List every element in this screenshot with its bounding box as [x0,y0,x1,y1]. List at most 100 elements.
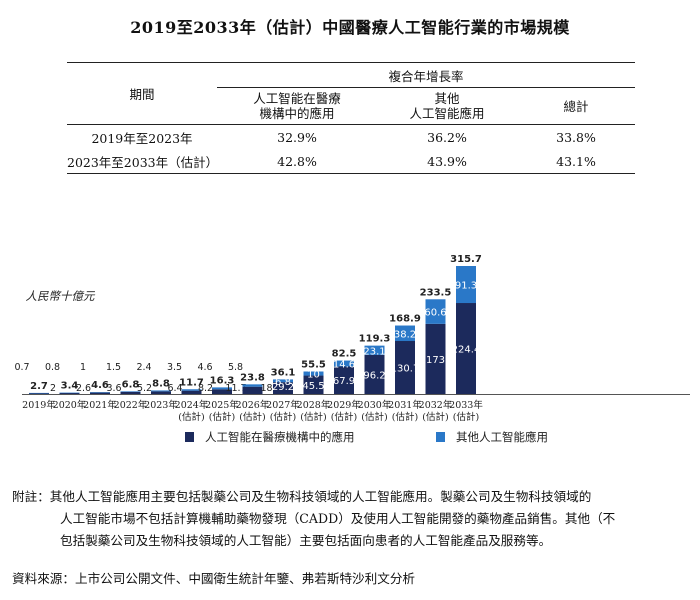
total-label: 168.9 [389,314,421,325]
x-tick-label: 2028年 [297,399,331,411]
x-tick-label: 2030年 [358,399,392,411]
bar-segment-other-ai [181,389,202,391]
x-tick-label: 2020年 [53,399,87,411]
cagr-value: 32.9% [277,129,317,145]
x-tick-label: 2024年 [175,399,209,411]
bar-segment-hospital-ai [425,323,446,394]
bar-segment-hospital-ai [90,392,110,394]
total-label: 233.5 [420,287,452,298]
x-tick-label: 2033年 [449,399,483,411]
footnote-line: 包括製藥公司及生物科技領域的人工智能）主要包括面向患者的人工智能產品及服務等。 [60,533,552,548]
x-tick-label: (估計) [209,411,235,423]
bar-segment-other-ai [29,392,49,394]
x-tick-label: (估計) [270,411,296,423]
data-label-other-ai: 4.6 [197,362,212,373]
bar-segment-hospital-ai [120,391,141,394]
row-period: 2023年至2033年（估計） [67,154,219,170]
bar-segment-hospital-ai [29,393,49,394]
row-period: 2019年至2023年 [91,130,193,146]
x-tick-label: (估計) [392,411,418,423]
x-tick-label: (估計) [239,411,265,423]
bar-segment-hospital-ai [151,391,171,394]
x-tick-label: (估計) [453,411,479,423]
data-label-other-ai: 3.5 [167,362,182,373]
data-label-other-ai: 60.6 [424,308,446,319]
total-label: 11.7 [179,377,204,388]
x-tick-label: 2027年 [266,399,300,411]
bar-segment-other-ai [212,387,232,390]
legend-swatch-hospital-ai [185,432,194,442]
total-label: 16.3 [210,375,235,386]
cagr-table: 期間 複合年增長率 人工智能在醫療 機構中的應用 其他 人工智能應用 總計 20… [67,62,635,174]
stacked-bar-chart: 人民幣十億元 2.70.7 2 2019年 3.40.8 2.6 2020年 4.6 1 3.6 2… [14,254,690,444]
bar-segment-hospital-ai [395,341,415,394]
bar-segment-other-ai [364,345,385,355]
data-label-hospital-ai: 173 [426,355,445,366]
bar-segment-other-ai [273,379,293,383]
bar-segment-hospital-ai [181,390,202,394]
bar-segment-hospital-ai [59,392,80,394]
total-label: 4.6 [91,380,109,391]
data-label-hospital-ai: 2 [50,383,56,394]
x-tick-label: 2032年 [419,399,453,411]
bar-segment-other-ai [425,299,446,324]
bar-segment-hospital-ai [242,386,263,394]
data-label-other-ai: 2.4 [136,362,151,373]
bar-segment-other-ai [242,384,263,387]
total-label: 315.7 [450,254,482,265]
x-tick-label: (估計) [300,411,326,423]
bar-segment-hospital-ai [303,375,324,394]
total-label: 23.8 [240,372,265,383]
total-label: 55.5 [301,359,326,370]
data-label-other-ai: 91.3 [455,281,477,292]
period-header: 期間 [129,87,155,102]
total-label: 8.8 [152,378,170,389]
total-label: 82.5 [332,349,357,360]
data-label-hospital-ai: 6.4 [167,383,182,394]
footnote-line: 其他人工智能應用主要包括製藥公司及生物科技領域的人工智能應用。製藥公司及生物科技… [49,489,592,504]
col-header-total: 總計 [563,98,589,114]
cagr-value: 36.2% [427,129,467,145]
data-label-hospital-ai: 67.9 [333,376,355,387]
data-label-hospital-ai: 8.2 [198,383,213,394]
bar-segment-other-ai [151,390,171,392]
cagr-group-header: 複合年增長率 [217,62,635,88]
x-tick-label: 2031年 [388,399,422,411]
legend-label-hospital-ai: 人工智能在醫療機構中的應用 [205,430,355,444]
bar-segment-other-ai [59,392,80,394]
data-label-hospital-ai: 18 [260,383,272,394]
source-note: 資料來源：上市公司公開文件、中國衛生統計年鑒、弗若斯特沙利文分析 [12,571,415,586]
bar-segment-other-ai [456,266,476,304]
total-label: 2.7 [30,381,48,392]
x-tick-label: 2021年 [83,399,117,411]
data-label-hospital-ai: 29.2 [272,382,294,393]
x-tick-label: (估計) [361,411,387,423]
x-tick-label: (估計) [178,411,204,423]
data-label-other-ai: 5.8 [228,362,243,373]
bar-segment-other-ai [395,325,415,342]
data-label-other-ai: 10 [307,370,320,381]
chart-title: 2019至2033年（估計）中國醫療人工智能行業的市場規模 [130,18,570,37]
bar-segment-other-ai [120,391,141,392]
x-tick-label: 2029年 [327,399,361,411]
bar-segment-hospital-ai [456,303,476,394]
cagr-value: 42.8% [277,153,317,169]
data-label-other-ai: 6.8 [275,377,291,388]
data-label-hospital-ai: 2.6 [76,383,91,394]
col-header-other-ai: 其他 人工智能應用 [409,91,485,121]
x-tick-label: 2023年 [144,399,178,411]
x-tick-label: 2022年 [114,399,148,411]
cagr-value: 43.9% [427,153,467,169]
legend-label-other-ai: 其他人工智能應用 [456,430,548,444]
total-label: 36.1 [271,367,296,378]
data-label-other-ai: 1.5 [106,362,121,373]
x-tick-label: (估計) [422,411,448,423]
bar-segment-hospital-ai [273,382,293,394]
footnote-label: 附註： [12,489,50,504]
data-label-other-ai: 1 [80,362,86,373]
bar-segment-other-ai [303,371,324,376]
data-label-other-ai: 38.2 [394,329,416,340]
footnote: 附註：其他人工智能應用主要包括製藥公司及生物科技領域的人工智能應用。製藥公司及生… [12,486,692,552]
legend-swatch-other-ai [436,432,445,442]
x-tick-label: (估計) [331,411,357,423]
